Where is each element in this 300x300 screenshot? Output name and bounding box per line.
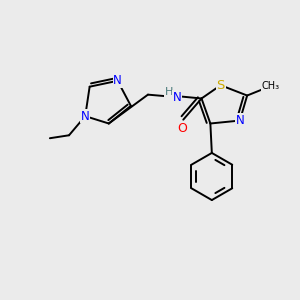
Text: S: S: [217, 79, 225, 92]
Text: H: H: [165, 87, 173, 97]
Text: N: N: [236, 114, 244, 127]
Text: N: N: [113, 74, 122, 87]
Text: O: O: [177, 122, 187, 135]
Text: N: N: [172, 91, 181, 104]
Text: CH₃: CH₃: [262, 81, 280, 91]
Text: N: N: [81, 110, 90, 123]
